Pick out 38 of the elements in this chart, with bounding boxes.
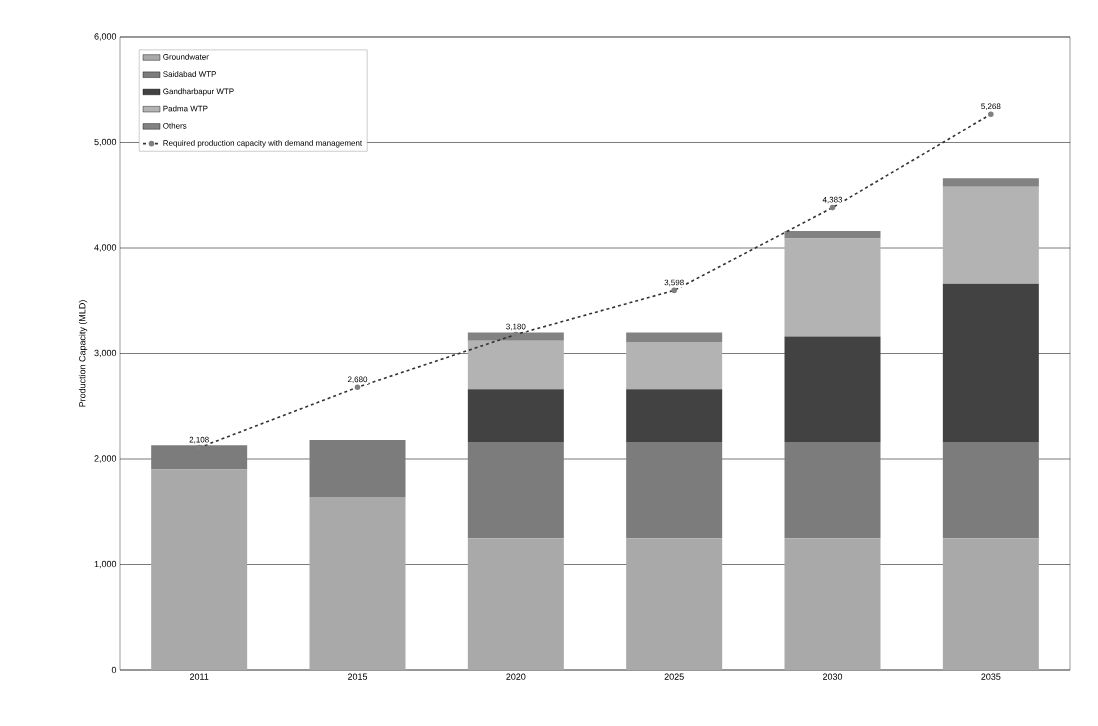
y-tick-label: 0 (111, 666, 117, 674)
y-tick-label: 3,000 (94, 349, 117, 358)
bar (784, 336, 881, 443)
bar (467, 442, 564, 539)
x-tick-label: 2025 (664, 673, 684, 680)
y-tick-label: 6,000 (94, 33, 117, 41)
y-tick-label: 5,000 (94, 138, 117, 147)
y-tick-label: 1,000 (94, 560, 117, 569)
bar (784, 538, 881, 670)
bar (151, 445, 248, 470)
x-tick-label: 2035 (981, 673, 1001, 680)
bar (942, 186, 1039, 284)
bar (626, 341, 723, 390)
x-tick-label: 2015 (347, 673, 368, 680)
bar (467, 538, 564, 670)
bar (942, 538, 1039, 670)
y-axis-title: Production Capacity (MLD) (78, 300, 88, 407)
bar (626, 389, 723, 443)
y-tick-label: 2,000 (94, 455, 117, 463)
bar (467, 332, 564, 341)
bar (784, 238, 881, 337)
bar (467, 389, 564, 443)
bar (942, 442, 1039, 539)
bar (626, 538, 723, 670)
y-tick-label: 4,000 (94, 244, 117, 252)
bar (784, 442, 881, 539)
x-tick-label: 2030 (822, 673, 843, 680)
bar (309, 496, 406, 670)
x-tick-label: 2011 (189, 673, 209, 680)
bar (784, 231, 881, 239)
bar (942, 283, 1039, 443)
bar (626, 332, 723, 342)
bar (467, 340, 564, 390)
bar (151, 469, 248, 670)
bar (626, 442, 723, 539)
x-tick-label: 2020 (506, 673, 526, 680)
bar (942, 178, 1039, 187)
bar (309, 440, 406, 497)
